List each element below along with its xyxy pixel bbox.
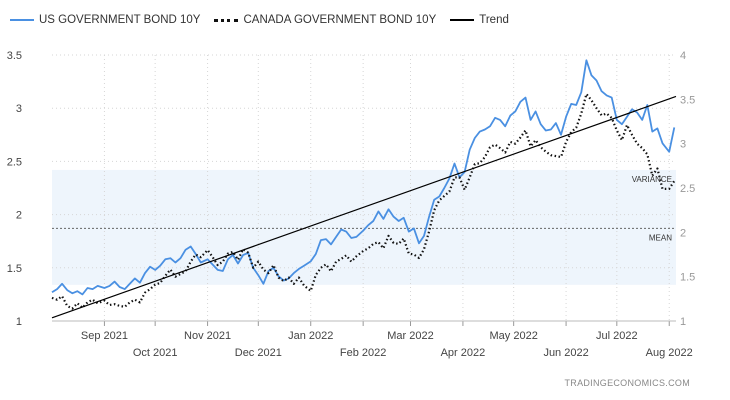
series-line-canada-bond: [51, 92, 676, 310]
x-tick-label: Aug 2022: [646, 347, 693, 359]
legend-swatch-canada-bond: [214, 18, 239, 22]
x-tick-label: Feb 2022: [340, 347, 386, 359]
legend-swatch-us-bond: [10, 19, 34, 21]
y-left-tick-label: 3.5: [7, 50, 22, 62]
y-right-tick-label: 2.5: [680, 183, 695, 195]
x-tick-label: Jan 2022: [288, 330, 333, 342]
x-tick-label: Sep 2021: [81, 330, 128, 342]
variance-label: VARIANCE: [632, 175, 672, 184]
legend-swatch-trend: [450, 19, 475, 21]
watermark: TRADINGECONOMICS.COM: [564, 378, 690, 388]
x-tick-label: Mar 2022: [387, 330, 433, 342]
y-left-tick-label: 1: [16, 316, 22, 328]
legend-label-canada-bond: CANADA GOVERNMENT BOND 10Y: [243, 14, 437, 26]
chart-legend: US GOVERNMENT BOND 10Y CANADA GOVERNMENT…: [10, 10, 523, 30]
y-right-tick-label: 3: [680, 139, 686, 151]
x-tick-label: Dec 2021: [235, 347, 282, 359]
axis-layer: 1 1.5 2 2.5 3 3.5 1 1.5 2 2.5 3 3.5 4 Sep 2021 Nov 202…: [7, 50, 696, 359]
y-right-tick-label: 1.5: [680, 272, 695, 284]
y-right-tick-label: 4: [680, 50, 686, 62]
series-line-us-bond: [51, 59, 676, 296]
legend-item-trend[interactable]: Trend: [450, 14, 509, 26]
x-tick-label: Nov 2021: [184, 330, 231, 342]
variance-band: [52, 169, 676, 285]
x-tick-label: Oct 2021: [133, 347, 178, 359]
y-left-tick-label: 2.5: [7, 156, 22, 168]
legend-label-us-bond: US GOVERNMENT BOND 10Y: [39, 14, 201, 26]
trend-line: [51, 95, 677, 319]
y-right-tick-label: 3.5: [680, 94, 695, 106]
y-left-tick-label: 1.5: [7, 263, 22, 275]
variance-band-layer: [52, 169, 676, 285]
x-tick-label: Jul 2022: [596, 330, 638, 342]
x-tick-label: Jun 2022: [543, 347, 588, 359]
x-tick-label: May 2022: [490, 330, 538, 342]
legend-item-canada-bond[interactable]: CANADA GOVERNMENT BOND 10Y: [214, 14, 436, 26]
y-left-tick-label: 2: [16, 210, 22, 222]
mean-label: MEAN: [649, 233, 672, 242]
legend-item-us-bond[interactable]: US GOVERNMENT BOND 10Y: [10, 14, 200, 26]
y-right-tick-label: 2: [680, 227, 686, 239]
series-layer: [51, 59, 677, 319]
y-left-tick-label: 3: [16, 103, 22, 115]
annotation-layer: VARIANCE MEAN: [632, 175, 673, 242]
y-right-tick-label: 1: [680, 316, 686, 328]
legend-label-trend: Trend: [479, 14, 509, 26]
x-tick-label: Apr 2022: [441, 347, 486, 359]
